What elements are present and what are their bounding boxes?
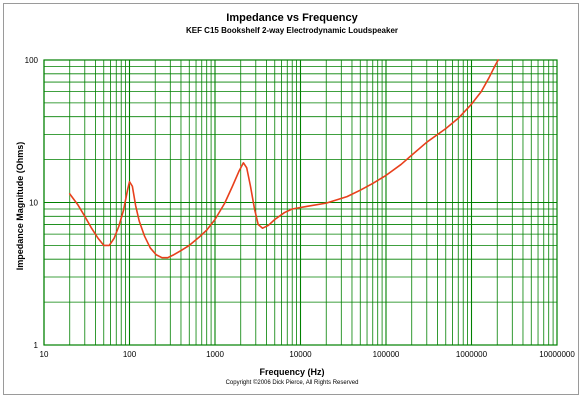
x-tick-label: 1000000 [456,350,488,359]
y-tick-label: 100 [25,56,39,65]
x-tick-label: 1000 [206,350,224,359]
x-tick-label: 10000000 [539,350,575,359]
x-axis-label: Frequency (Hz) [259,367,325,377]
x-tick-label: 100000 [373,350,400,359]
chart-subtitle: KEF C15 Bookshelf 2-way Electrodynamic L… [185,26,399,35]
impedance-curve [68,59,499,259]
plot-area-border [43,59,558,346]
x-axis-ticks: 10 100 1000 10000 100000 1000000 10000000 [40,350,576,359]
grid [43,60,557,346]
series-layer [68,59,499,259]
y-axis-ticks: 1 10 100 [25,56,39,350]
x-tick-label: 10000 [289,350,312,359]
y-tick-label: 10 [29,199,38,208]
y-tick-label: 1 [34,341,39,350]
chart-frame [3,3,579,395]
copyright-footer: Copyright ©2006 Dick Pierce, All Rights … [225,380,359,386]
x-tick-label: 10 [40,350,49,359]
chart-title: Impedance vs Frequency [226,12,358,24]
x-tick-label: 100 [123,350,137,359]
